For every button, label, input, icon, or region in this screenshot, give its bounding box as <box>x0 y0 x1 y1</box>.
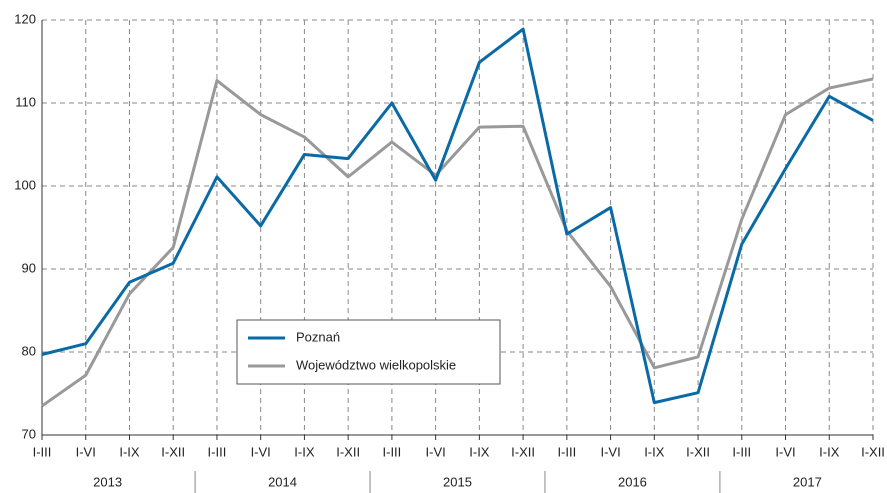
group-label: 2014 <box>268 474 297 489</box>
x-tick-label: I-VI <box>426 444 446 459</box>
legend-label: Poznań <box>296 329 340 344</box>
x-tick-label: I-XII <box>686 444 710 459</box>
x-tick-label: I-III <box>732 444 751 459</box>
x-tick-label: I-III <box>383 444 402 459</box>
y-tick-label: 70 <box>22 426 36 441</box>
x-tick-label: I-XII <box>861 444 885 459</box>
x-tick-label: I-III <box>557 444 576 459</box>
y-tick-label: 80 <box>22 343 36 358</box>
x-tick-label: I-IX <box>119 444 140 459</box>
x-tick-label: I-IX <box>294 444 315 459</box>
x-tick-label: I-XII <box>336 444 360 459</box>
x-tick-label: I-III <box>33 444 52 459</box>
group-label: 2017 <box>793 474 822 489</box>
x-tick-label: I-IX <box>469 444 490 459</box>
group-label: 2016 <box>618 474 647 489</box>
x-tick-label: I-VI <box>76 444 96 459</box>
series-line <box>41 27 874 405</box>
legend-label: Województwo wielkopolskie <box>296 357 456 372</box>
y-tick-label: 100 <box>14 177 36 192</box>
x-tick-label: I-IX <box>819 444 840 459</box>
y-tick-label: 90 <box>22 260 36 275</box>
legend-box <box>236 319 501 385</box>
y-tick-label: 120 <box>14 11 36 26</box>
x-tick-label: I-IX <box>644 444 665 459</box>
x-tick-label: I-VI <box>251 444 271 459</box>
series-line <box>41 77 874 408</box>
group-label: 2015 <box>443 474 472 489</box>
x-tick-label: I-XII <box>511 444 535 459</box>
x-tick-label: I-VI <box>775 444 795 459</box>
x-tick-label: I-XII <box>161 444 185 459</box>
x-tick-label: I-III <box>208 444 227 459</box>
y-tick-label: 110 <box>15 94 36 109</box>
group-label: 2013 <box>93 474 122 489</box>
x-tick-label: I-VI <box>600 444 620 459</box>
